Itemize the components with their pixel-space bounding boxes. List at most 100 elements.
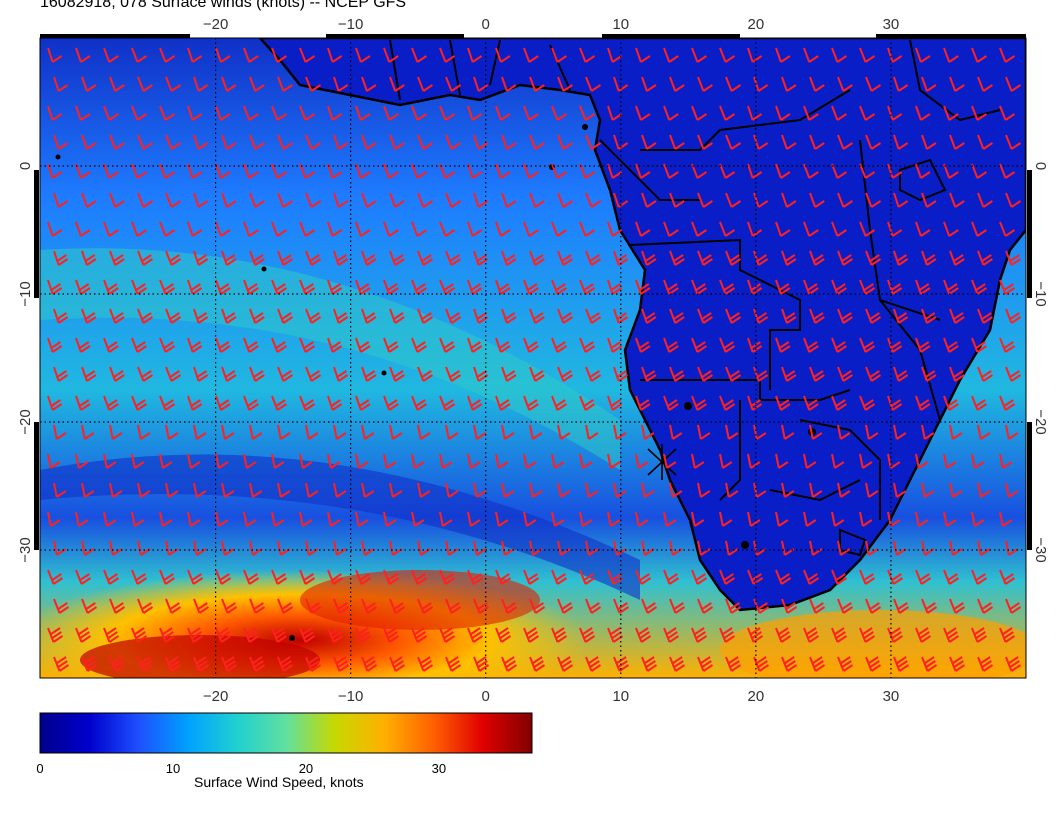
wind-barb [383, 569, 400, 585]
wind-barb [691, 337, 707, 353]
wind-barb [579, 221, 596, 237]
wind-barb [663, 279, 679, 295]
wind-barb [669, 424, 683, 440]
wind-barb [579, 511, 593, 527]
wind-barb [109, 598, 126, 614]
wind-barb [663, 453, 677, 469]
wind-barb [859, 337, 876, 353]
wind-barb [137, 76, 153, 92]
wind-barb [859, 627, 876, 643]
wind-barb [137, 424, 151, 440]
wind-barb [719, 47, 736, 63]
wind-barb [613, 192, 629, 208]
wind-barb [187, 627, 204, 643]
wind-barb [389, 134, 405, 150]
wind-barb [361, 134, 377, 150]
wind-barb [837, 76, 853, 92]
wind-barb [243, 163, 259, 179]
wind-barb [775, 279, 791, 295]
wind-barb [355, 337, 371, 353]
wind-barb [299, 105, 316, 121]
wind-barb [411, 279, 427, 295]
left-lat-tick: −10 [17, 281, 34, 306]
wind-barb [663, 395, 679, 411]
wind-barb [1005, 250, 1022, 266]
wind-barb [781, 482, 795, 498]
wind-barb [1034, 483, 1046, 497]
wind-barb [859, 105, 876, 121]
wind-barb [389, 250, 405, 266]
wind-barb [131, 47, 147, 63]
wind-barb [445, 424, 459, 440]
wind-barb [999, 453, 1013, 469]
wind-barb [75, 569, 92, 585]
wind-barb [383, 627, 400, 643]
wind-barb [663, 627, 680, 643]
wind-barb [551, 511, 565, 527]
wind-barb [221, 250, 237, 266]
wind-barb [557, 482, 571, 498]
wind-barb [837, 656, 854, 672]
wind-barb [249, 134, 265, 150]
wind-barb [697, 424, 711, 440]
wind-barb [831, 395, 847, 411]
wind-barb [865, 424, 879, 440]
wind-barb [529, 76, 545, 92]
wind-barb [305, 540, 319, 556]
wind-barb [271, 569, 288, 585]
wind-barb [557, 192, 573, 208]
wind-barb [249, 540, 263, 556]
wind-barb [299, 221, 316, 237]
wind-barb [977, 308, 993, 324]
wind-barb [859, 47, 876, 63]
wind-barb [271, 47, 287, 63]
wind-barb [579, 279, 596, 295]
wind-barb [473, 482, 487, 498]
wind-barb [887, 337, 903, 353]
wind-barb [165, 76, 182, 92]
wind-barb [271, 221, 287, 237]
wind-barb [747, 453, 761, 469]
wind-barb [1005, 424, 1019, 440]
wind-barb [137, 482, 151, 498]
wind-barb [551, 47, 567, 63]
wind-barb [775, 163, 791, 179]
wind-barb [585, 598, 602, 614]
wind-barb [355, 395, 371, 411]
wind-barb [277, 250, 293, 266]
wind-barb [719, 221, 736, 237]
wind-barb [467, 453, 481, 469]
wind-barb [361, 250, 377, 266]
wind-barb [831, 627, 848, 643]
wind-barb [193, 250, 209, 266]
wind-barb [893, 308, 909, 324]
wind-barb [355, 569, 372, 585]
wind-barb [75, 105, 91, 121]
wind-barb [215, 279, 231, 295]
wind-barb [585, 540, 599, 556]
wind-barb [943, 395, 959, 411]
wind-barb [697, 250, 713, 266]
wind-barb [691, 279, 707, 295]
wind-barb [159, 511, 173, 527]
wind-barb [949, 366, 965, 382]
wind-barb [691, 221, 707, 237]
wind-barb [635, 105, 651, 121]
wind-barb [417, 656, 434, 672]
wind-barb [187, 337, 203, 353]
wind-barb [663, 511, 677, 527]
wind-barb [47, 395, 63, 411]
wind-barb [75, 279, 91, 295]
wind-barb [81, 76, 97, 92]
wind-barb [299, 453, 313, 469]
wind-barb [277, 424, 291, 440]
wind-barb [831, 337, 847, 353]
wind-barb [775, 221, 791, 237]
wind-barb [249, 598, 266, 614]
wind-barb [137, 366, 153, 382]
wind-barb [53, 308, 69, 324]
wind-barb [943, 47, 959, 63]
wind-barb [831, 105, 847, 121]
wind-barb [417, 192, 433, 208]
wind-barb [529, 424, 543, 440]
